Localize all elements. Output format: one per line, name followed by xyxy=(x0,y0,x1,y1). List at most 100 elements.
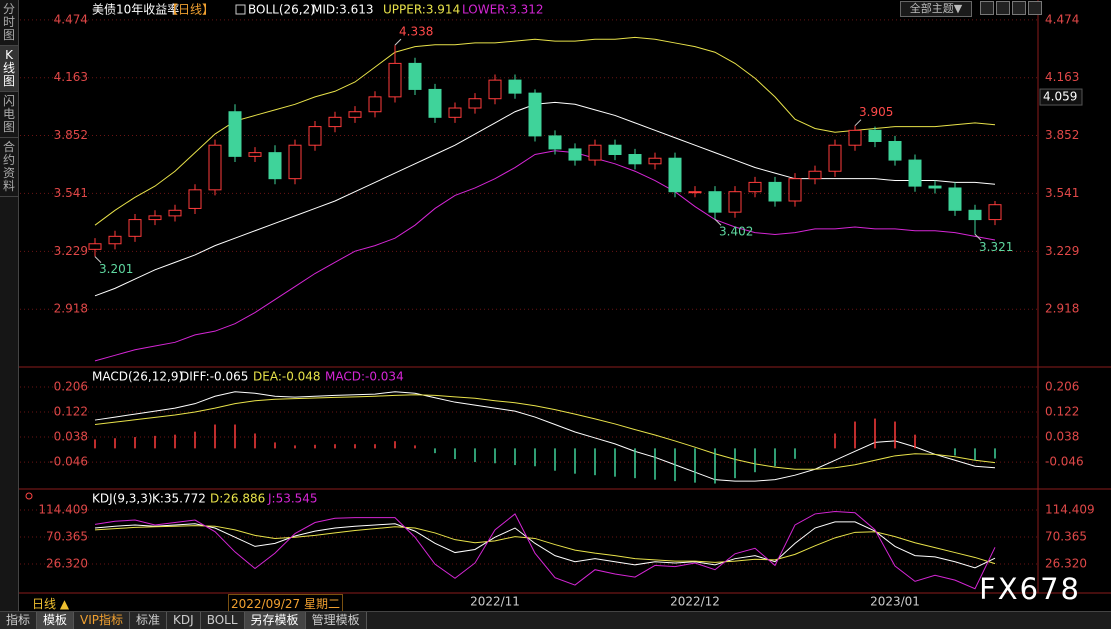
y-tick-label: 0.122 xyxy=(1045,405,1079,419)
candle-body xyxy=(528,92,542,137)
extreme-label: 3.402 xyxy=(719,225,753,239)
y-tick-label: 2.918 xyxy=(1045,302,1079,316)
legend-entry: D:26.886 xyxy=(210,492,265,506)
candle-body xyxy=(408,62,422,90)
candle-body xyxy=(208,144,222,191)
candle-body xyxy=(128,219,142,237)
side-tab[interactable]: 分时图 xyxy=(0,0,18,46)
y-tick-label: 0.206 xyxy=(54,379,88,393)
y-tick-label: 0.038 xyxy=(1045,430,1079,444)
candle-body xyxy=(88,243,102,250)
legend-entry: DEA:-0.048 xyxy=(253,370,321,384)
y-tick-label: 26.320 xyxy=(1045,557,1087,571)
x-tick-label: 2022/12 xyxy=(670,595,720,609)
extreme-label: 4.338 xyxy=(399,25,433,39)
period-button[interactable]: 日线 ▲ xyxy=(32,597,70,611)
y-tick-label: 3.229 xyxy=(1045,244,1079,258)
candle-body xyxy=(788,178,802,202)
side-tab[interactable]: 合约资料 xyxy=(0,138,18,197)
candle-body xyxy=(868,129,882,142)
candle-body xyxy=(588,144,602,161)
indicator-name: KDJ(9,3,3) xyxy=(92,492,153,506)
theme-button[interactable]: 全部主题▼ xyxy=(900,1,972,17)
y-tick-label: 70.365 xyxy=(1045,530,1087,544)
candle-body xyxy=(948,187,962,211)
extreme-marker xyxy=(854,119,862,127)
candle-body xyxy=(568,148,582,161)
extreme-marker xyxy=(714,218,722,226)
tool-icon[interactable] xyxy=(1012,1,1026,15)
legend-entry: LOWER:3.312 xyxy=(462,3,544,17)
y-tick-label: 4.474 xyxy=(1045,12,1079,26)
y-tick-label: 0.206 xyxy=(1045,379,1079,393)
y-tick-label: 2.918 xyxy=(54,302,88,316)
side-tab[interactable]: K线图 xyxy=(0,46,18,92)
candle-body xyxy=(668,157,682,193)
candle-body xyxy=(468,98,482,109)
candle-body xyxy=(388,62,402,98)
indicator-line xyxy=(94,394,996,470)
legend-entry: MID:3.613 xyxy=(312,3,374,17)
panel-icon xyxy=(25,492,33,500)
tab-bar: 指标 模板 VIP指标 标准 KDJ BOLL 另存模板 管理模板 xyxy=(0,611,1111,629)
x-tick-label: 2022/11 xyxy=(470,595,520,609)
tool-icon[interactable] xyxy=(980,1,994,15)
candle-body xyxy=(248,152,262,157)
candle-body xyxy=(888,140,902,161)
sidebar: 分时图 K线图 闪电图 合约资料 xyxy=(0,0,19,611)
tab[interactable]: VIP指标 xyxy=(74,612,131,629)
candle-body xyxy=(988,204,1002,221)
extreme-marker xyxy=(974,233,982,241)
candle-body xyxy=(748,181,762,193)
tool-icon[interactable] xyxy=(996,1,1010,15)
candle-body xyxy=(108,235,122,245)
candle-body xyxy=(908,159,922,187)
candle-body xyxy=(828,144,842,172)
indicator-line xyxy=(94,391,996,482)
candle-body xyxy=(768,181,782,202)
tool-icon[interactable] xyxy=(1028,1,1042,15)
y-tick-label: 0.038 xyxy=(54,430,88,444)
extreme-label: 3.321 xyxy=(979,240,1013,254)
tab[interactable]: BOLL xyxy=(200,612,245,629)
legend-entry: MACD:-0.034 xyxy=(325,370,404,384)
extreme-marker xyxy=(94,256,102,263)
candle-body xyxy=(308,126,322,146)
indicator-line xyxy=(94,150,996,362)
candle-body xyxy=(648,157,662,165)
extreme-label: 3.905 xyxy=(859,105,893,119)
indicator-line xyxy=(94,521,996,569)
indicator-name: BOLL(26,2) xyxy=(248,3,315,17)
candle-body xyxy=(548,135,562,150)
candle-body xyxy=(148,215,162,221)
price-tag-box xyxy=(1039,88,1083,106)
y-tick-label: 0.122 xyxy=(54,405,88,419)
candle-body xyxy=(368,96,382,113)
y-tick-label: 26.320 xyxy=(46,557,88,571)
tab[interactable]: 管理模板 xyxy=(305,612,367,629)
extreme-marker xyxy=(394,38,402,46)
period-label: 【日线】 xyxy=(166,3,214,17)
chart: 4.474 4.474 4.163 4.163 3.852 3.852 3.541 3.541… xyxy=(18,0,1111,609)
candle-body xyxy=(328,116,342,128)
candle-body xyxy=(728,191,742,213)
side-tab[interactable]: 闪电图 xyxy=(0,92,18,138)
tab[interactable]: 标准 xyxy=(130,612,168,629)
legend-entry: J:53.545 xyxy=(267,492,318,506)
candle-body xyxy=(508,79,522,94)
y-tick-label: -0.046 xyxy=(1045,455,1084,469)
indicator-name: MACD(26,12,9) xyxy=(92,370,183,384)
y-tick-label: 4.163 xyxy=(54,70,88,84)
price-tag: 4.059 xyxy=(1043,90,1077,104)
y-tick-label: 4.163 xyxy=(1045,70,1079,84)
tab[interactable]: 模板 xyxy=(37,612,75,629)
tab[interactable]: KDJ xyxy=(167,612,201,629)
tab[interactable]: 指标 xyxy=(0,612,38,629)
legend-entry: UPPER:3.914 xyxy=(383,3,460,17)
candle-body xyxy=(808,170,822,180)
candle-body xyxy=(968,209,982,221)
indicator-line xyxy=(94,101,996,297)
y-tick-label: 4.474 xyxy=(54,12,88,26)
tab[interactable]: 另存模板 xyxy=(244,612,306,629)
candle-body xyxy=(488,79,502,100)
